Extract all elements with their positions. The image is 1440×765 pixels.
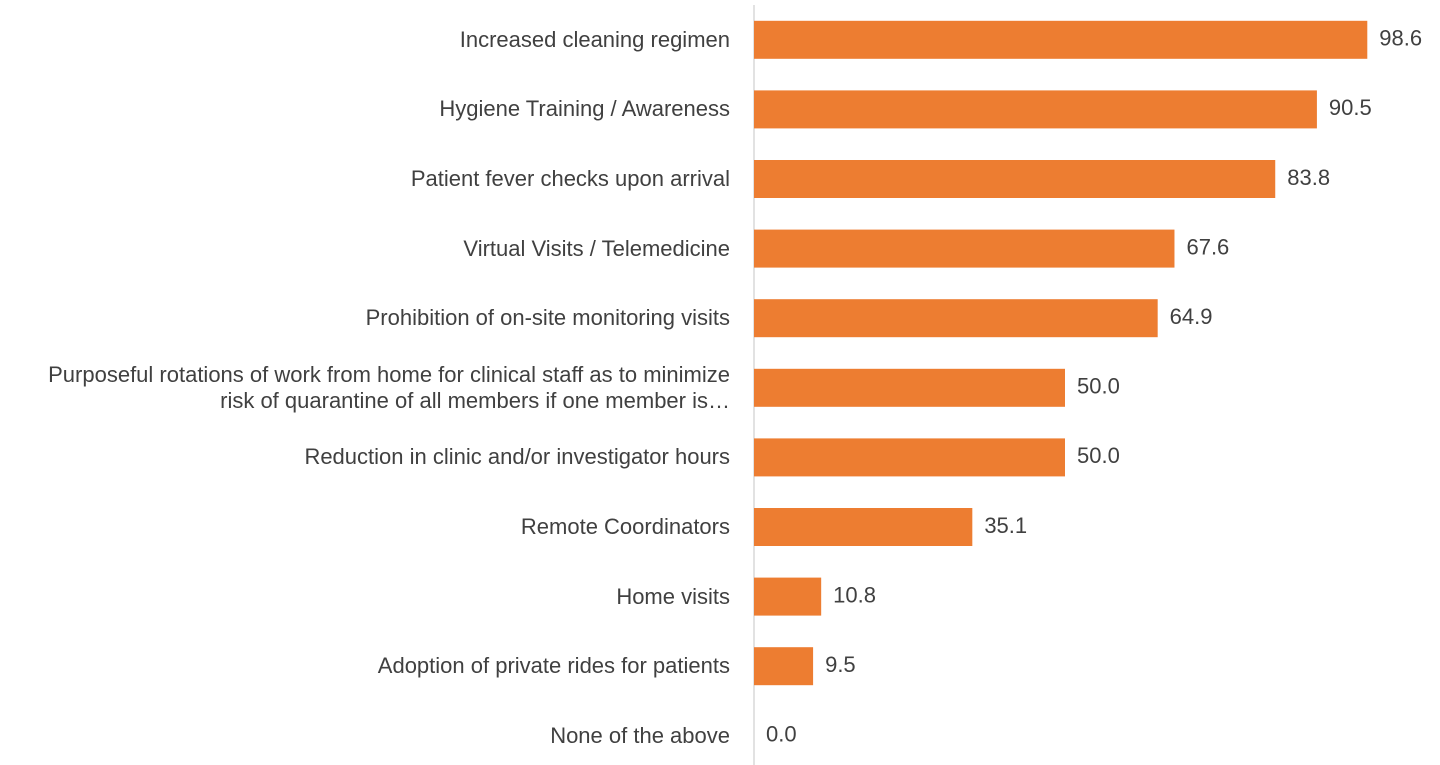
category-label: Home visits	[616, 583, 730, 609]
data-label: 0.0	[766, 722, 797, 747]
bar	[754, 160, 1276, 198]
data-label: 50.0	[1077, 374, 1120, 399]
category-label: Hygiene Training / Awareness	[439, 96, 730, 122]
category-label: Increased cleaning regimen	[459, 26, 730, 52]
bar	[754, 90, 1317, 129]
bar	[754, 647, 814, 686]
data-label: 35.1	[984, 513, 1027, 538]
category-label: None of the above	[550, 722, 730, 748]
category-label: Prohibition of on-site monitoring visits	[365, 305, 730, 331]
data-label: 10.8	[833, 582, 876, 607]
bar	[754, 368, 1065, 407]
category-label: Reduction in clinic and/or investigator …	[304, 444, 730, 470]
bar	[754, 20, 1368, 59]
category-label: Patient fever checks upon arrival	[410, 166, 730, 191]
data-label: 50.0	[1077, 443, 1120, 468]
category-label: Adoption of private rides for patients	[377, 653, 730, 679]
bar	[754, 229, 1175, 268]
category-label: Virtual Visits / Telemedicine	[463, 235, 730, 261]
bar	[754, 438, 1065, 477]
data-label: 90.5	[1329, 95, 1372, 120]
data-label: 67.6	[1186, 234, 1229, 259]
data-label: 83.8	[1287, 165, 1330, 190]
data-label: 9.5	[825, 652, 856, 677]
category-label: Purposeful rotations of work from home f…	[48, 361, 730, 413]
bar	[754, 299, 1158, 338]
category-label: Remote Coordinators	[520, 514, 730, 539]
data-label: 64.9	[1170, 304, 1213, 329]
bar	[754, 508, 973, 546]
data-label: 98.6	[1379, 26, 1422, 51]
bar	[754, 577, 822, 616]
